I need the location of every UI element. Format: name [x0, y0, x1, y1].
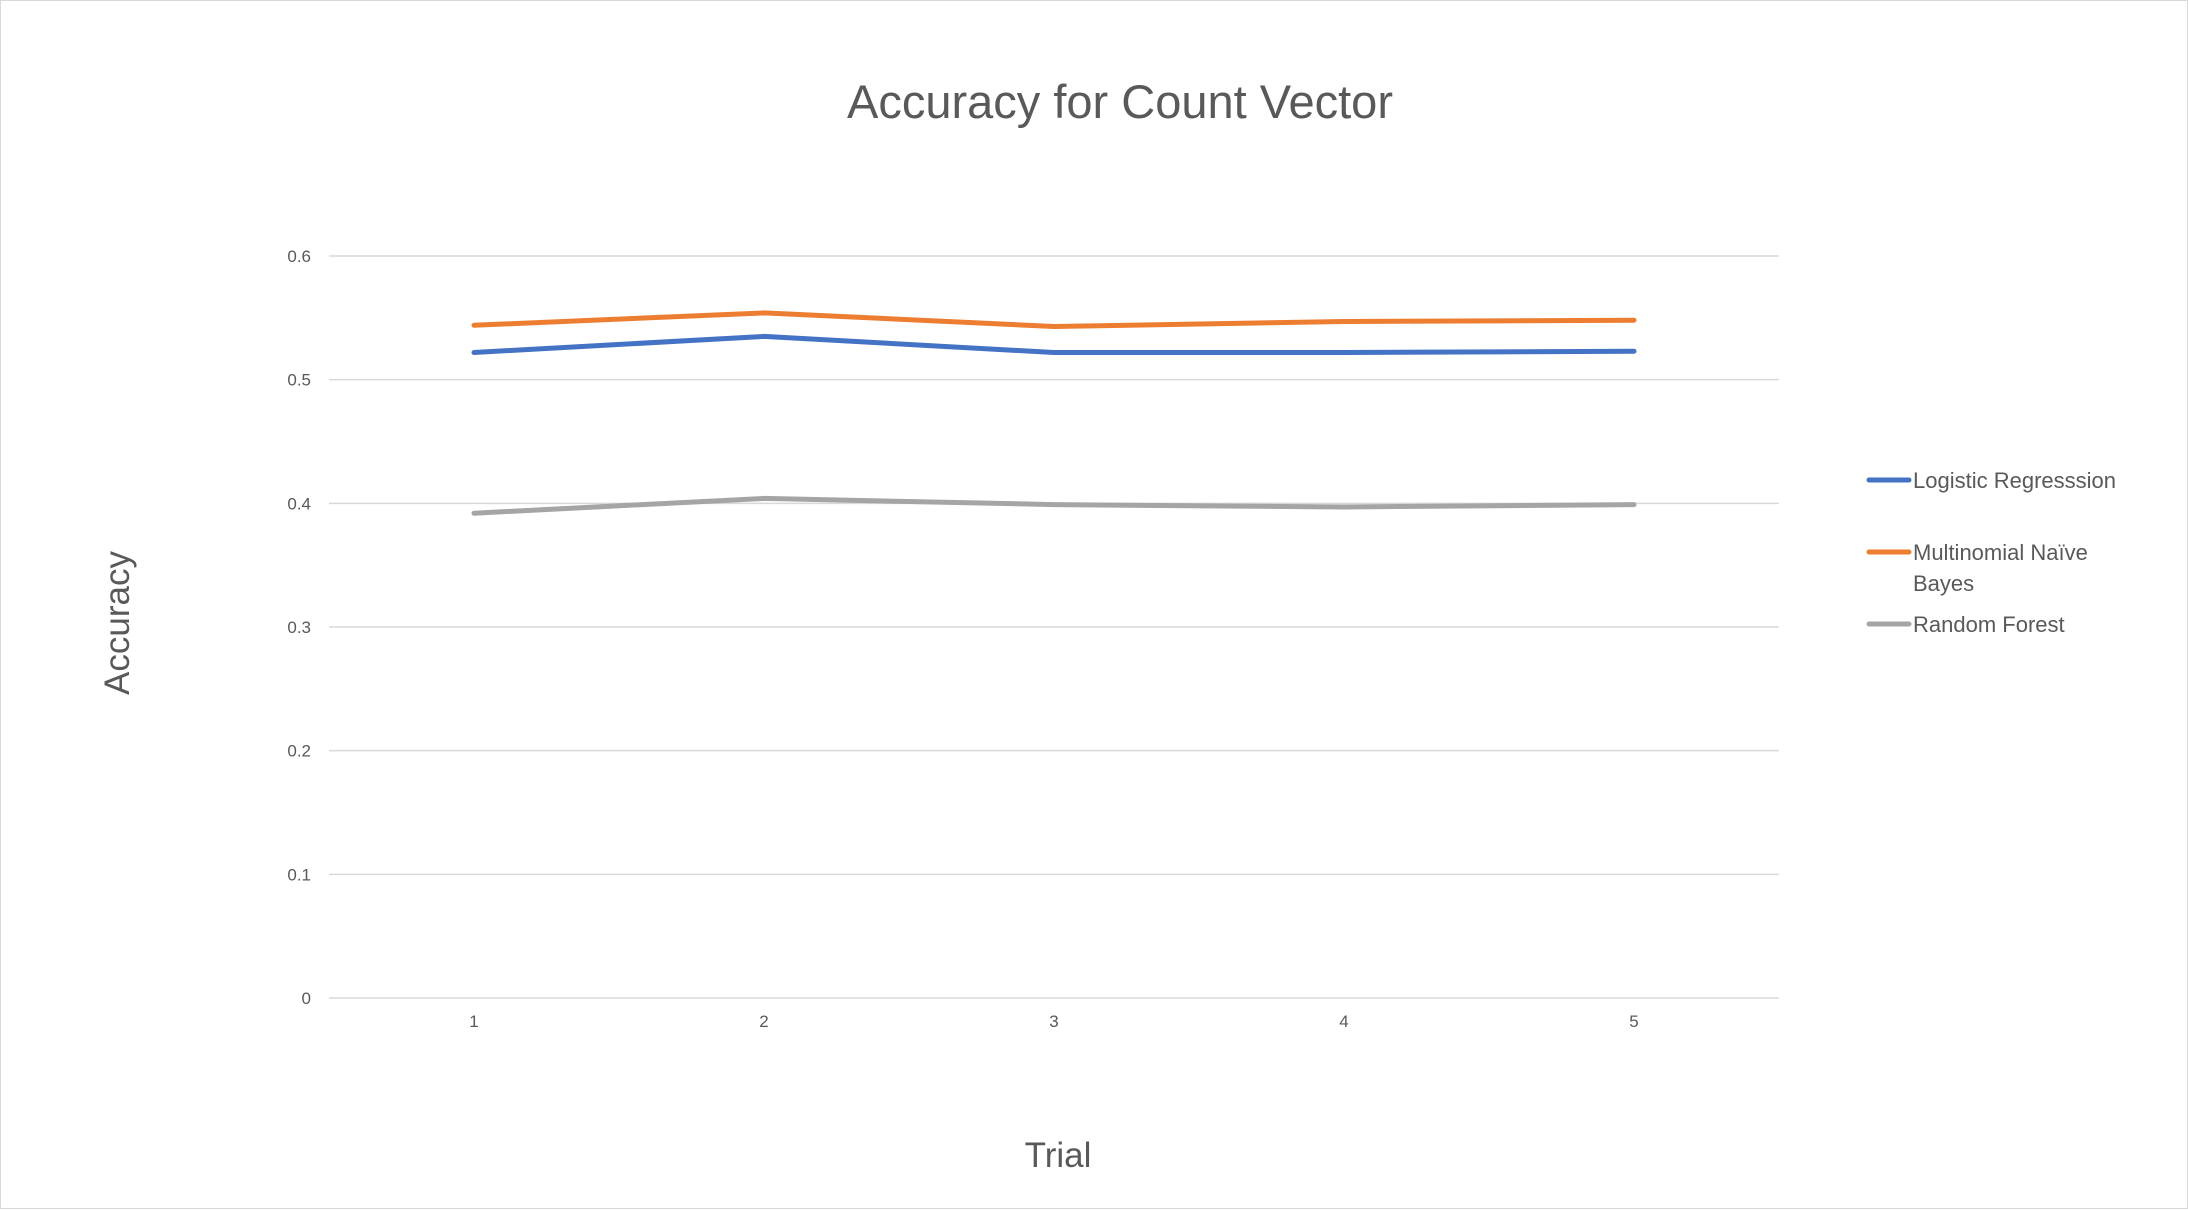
y-tick-label: 0.3 [287, 618, 311, 637]
legend-item-multinomial-na-ve-bayes: Multinomial Naïve Bayes [1866, 540, 2088, 596]
x-tick-label: 5 [1629, 1012, 1638, 1031]
legend-item-logistic-regresssion: Logistic Regresssion [1866, 468, 2116, 493]
y-tick-label: 0.4 [287, 494, 311, 513]
x-axis-title: Trial [1025, 1136, 1092, 1175]
x-tick-label: 1 [469, 1012, 478, 1031]
legend-label: Logistic Regresssion [1913, 468, 2116, 493]
y-tick-label: 0.6 [287, 247, 311, 266]
x-tick-label: 4 [1339, 1012, 1348, 1031]
legend-label: Multinomial Naïve Bayes [1913, 540, 2088, 596]
x-tick-label: 3 [1049, 1012, 1058, 1031]
series-line-multinomial-na-ve-bayes [471, 310, 1637, 329]
series-line-logistic-regresssion [471, 333, 1637, 355]
x-tick-label: 2 [759, 1012, 768, 1031]
y-tick-label: 0.2 [287, 742, 311, 761]
legend-label: Random Forest [1913, 612, 2065, 637]
gridlines [329, 255, 1779, 999]
legend: Logistic Regresssion Multinomial Naïve Bay… [1866, 468, 2116, 637]
legend-item-random-forest: Random Forest [1866, 612, 2065, 637]
series-line-random-forest [471, 495, 1637, 516]
y-axis-title: Accuracy [98, 551, 137, 695]
x-tick-labels: 1 2 3 4 5 [469, 1012, 1638, 1031]
y-tick-label: 0 [302, 989, 311, 1008]
chart-title: Accuracy for Count Vector [847, 75, 1393, 128]
y-tick-labels: 0 0.1 0.2 0.3 0.4 0.5 0.6 [287, 247, 311, 1008]
y-tick-label: 0.5 [287, 371, 311, 390]
y-tick-label: 0.1 [287, 865, 311, 884]
series-lines [471, 310, 1637, 516]
